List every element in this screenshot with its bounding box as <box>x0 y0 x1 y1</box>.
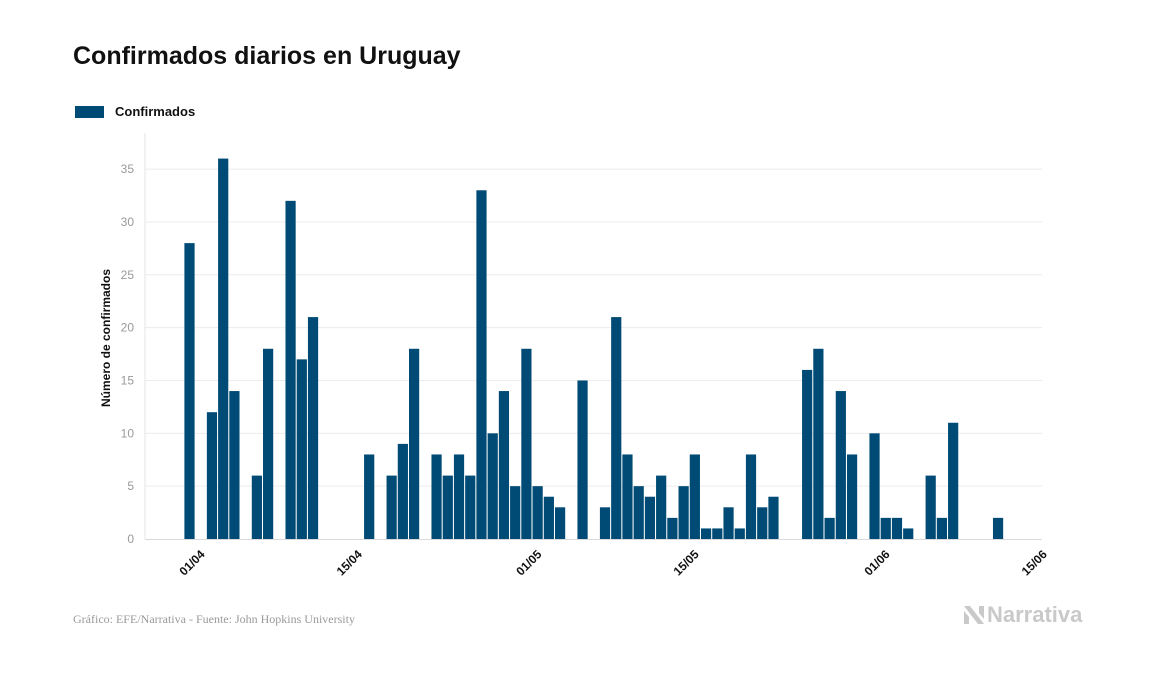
bar <box>633 486 644 539</box>
bar <box>397 443 408 539</box>
source-footer: Gráfico: EFE/Narrativa - Fuente: John Ho… <box>73 612 355 626</box>
bar <box>667 517 678 539</box>
bar <box>487 433 498 539</box>
bar <box>622 454 633 539</box>
bar <box>263 348 274 539</box>
bar <box>465 475 476 539</box>
bar <box>802 369 813 539</box>
bar <box>453 454 465 539</box>
bar <box>521 348 532 539</box>
y-tick-label: 5 <box>127 479 134 493</box>
bar <box>611 317 622 539</box>
y-tick-label: 25 <box>121 268 135 282</box>
bar <box>936 517 948 539</box>
y-tick-label: 30 <box>121 215 135 229</box>
bar <box>577 380 588 539</box>
bar <box>880 517 891 539</box>
bar <box>734 528 745 539</box>
x-tick-label: 01/06 <box>862 547 893 578</box>
bar <box>218 158 229 539</box>
bar <box>689 454 700 539</box>
bar <box>229 391 240 539</box>
bar <box>498 391 510 539</box>
bar <box>824 517 835 539</box>
narrativa-logo: Narrativa <box>963 602 1082 628</box>
bar <box>543 496 554 539</box>
bar <box>296 359 307 539</box>
bar <box>768 496 779 539</box>
bar <box>476 190 487 539</box>
y-tick-label: 20 <box>121 321 135 335</box>
bar <box>869 433 880 539</box>
bar <box>431 454 442 539</box>
bar <box>307 317 319 539</box>
bar <box>251 475 262 539</box>
bar <box>891 517 903 539</box>
bar <box>835 391 846 539</box>
y-tick-label: 10 <box>121 426 135 440</box>
bar <box>644 496 656 539</box>
y-tick-label: 0 <box>127 532 134 546</box>
bar <box>745 454 757 539</box>
y-tick-label: 35 <box>121 162 135 176</box>
legend-swatch <box>75 105 104 118</box>
bar <box>656 475 667 539</box>
chart-title: Confirmados diarios en Uruguay <box>73 42 461 70</box>
bar <box>386 475 397 539</box>
bar <box>723 507 734 539</box>
bar <box>992 517 1004 539</box>
bar <box>510 486 521 539</box>
y-tick-label: 15 <box>121 373 135 387</box>
x-tick-label: 01/05 <box>513 547 544 578</box>
chart-legend: Confirmados <box>75 104 195 119</box>
narrativa-mark-icon <box>964 606 984 624</box>
bar <box>757 507 768 539</box>
x-tick-label: 15/05 <box>671 547 702 578</box>
bar <box>532 486 543 539</box>
bar <box>903 528 914 539</box>
bar <box>364 454 375 539</box>
bar <box>442 475 453 539</box>
legend-label: Confirmados <box>115 104 196 119</box>
bar <box>599 507 611 539</box>
bar <box>409 348 420 539</box>
bar <box>678 486 689 539</box>
bar <box>846 454 858 539</box>
bar <box>184 243 195 540</box>
brand-name: Narrativa <box>987 602 1083 627</box>
bar <box>813 348 824 539</box>
x-tick-label: 15/04 <box>334 547 365 578</box>
bar <box>948 422 959 539</box>
x-tick-label: 01/04 <box>176 547 207 578</box>
bar <box>206 412 218 539</box>
bar <box>285 200 296 540</box>
bar <box>700 528 712 539</box>
x-tick-label: 15/06 <box>1019 547 1050 578</box>
bar <box>554 507 566 539</box>
bar <box>925 475 936 539</box>
bar <box>712 528 723 539</box>
y-axis-title: Número de confirmados <box>99 269 113 407</box>
